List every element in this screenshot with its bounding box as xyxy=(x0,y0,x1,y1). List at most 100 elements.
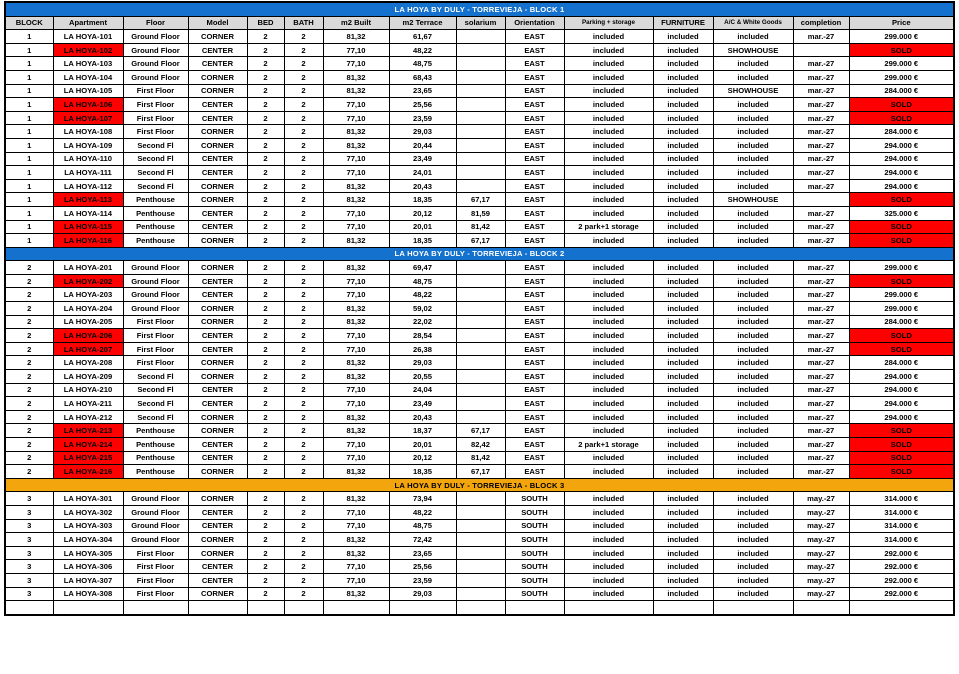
cell-block: 3 xyxy=(4,572,54,588)
cell-m2-terrace: 61,67 xyxy=(388,29,457,44)
cell-orientation: EAST xyxy=(504,69,565,85)
cell-price: 299.000 € xyxy=(848,56,955,71)
cell-orientation: EAST xyxy=(504,205,565,221)
cell-furniture: included xyxy=(652,423,714,438)
cell-price: 299.000 € xyxy=(848,29,955,44)
cell-orientation: EAST xyxy=(504,382,565,398)
unit-row: 1 LA HOYA-102 Ground Floor CENTER 2 2 77,10 48,… xyxy=(4,42,955,58)
cell-apartment: LA HOYA-215 xyxy=(52,450,124,466)
cell-apartment: LA HOYA-216 xyxy=(52,464,124,479)
cell-furniture: included xyxy=(652,69,714,85)
cell-orientation: EAST xyxy=(504,328,565,343)
cell-model: CENTER xyxy=(187,165,248,180)
cell-ac-white-goods: included xyxy=(712,450,794,466)
cell-m2-built: 77,10 xyxy=(322,42,390,58)
cell-bath: 2 xyxy=(283,273,324,289)
cell-apartment: LA HOYA-213 xyxy=(52,423,124,438)
cell-orientation: EAST xyxy=(504,437,565,452)
cell-solarium xyxy=(455,491,506,506)
cell-bed: 2 xyxy=(246,260,285,275)
cell-model: CORNER xyxy=(187,491,248,506)
cell-ac-white-goods: included xyxy=(712,355,794,371)
cell-furniture: included xyxy=(652,559,714,574)
cell-price: 299.000 € xyxy=(848,301,955,316)
cell-completion: mar.-27 xyxy=(792,151,850,167)
cell-block: 2 xyxy=(4,464,54,479)
cell-bed: 2 xyxy=(246,83,285,99)
cell-bed: 2 xyxy=(246,97,285,112)
cell-parking-storage: included xyxy=(563,205,654,221)
cell-orientation: SOUTH xyxy=(504,586,565,602)
cell-furniture: included xyxy=(652,314,714,330)
cell-furniture: included xyxy=(652,97,714,112)
cell-completion xyxy=(792,42,850,58)
cell-price: SOLD xyxy=(848,42,955,58)
cell-solarium xyxy=(455,287,506,303)
cell-block: 3 xyxy=(4,532,54,547)
cell-model: CORNER xyxy=(187,369,248,384)
cell-parking-storage: included xyxy=(563,409,654,425)
cell-block: 2 xyxy=(4,437,54,452)
cell-price: SOLD xyxy=(848,97,955,112)
cell-block: 2 xyxy=(4,355,54,371)
cell-bed: 2 xyxy=(246,165,285,180)
cell-apartment: LA HOYA-212 xyxy=(52,409,124,425)
cell-model: CORNER xyxy=(187,29,248,44)
cell-price: 314.000 € xyxy=(848,504,955,520)
unit-row: 3 LA HOYA-304 Ground Floor CORNER 2 2 81,32 72,… xyxy=(4,532,955,547)
cell-model: CENTER xyxy=(187,559,248,574)
cell-bath: 2 xyxy=(283,165,324,180)
cell-ac-white-goods: included xyxy=(712,586,794,602)
cell-completion: mar.-27 xyxy=(792,464,850,479)
cell-m2-built: 77,10 xyxy=(322,56,390,71)
cell-block: 3 xyxy=(4,586,54,602)
cell-m2-terrace: 69,47 xyxy=(388,260,457,275)
cell-ac-white-goods: included xyxy=(712,205,794,221)
cell-ac-white-goods: included xyxy=(712,491,794,506)
column-header-floor: Floor xyxy=(122,15,189,31)
cell-ac-white-goods: included xyxy=(712,219,794,235)
cell-solarium xyxy=(455,328,506,343)
cell-parking-storage: included xyxy=(563,328,654,343)
cell-floor: First Floor xyxy=(122,124,189,139)
cell-m2-built: 77,10 xyxy=(322,97,390,112)
cell-completion: mar.-27 xyxy=(792,396,850,411)
cell-parking-storage: included xyxy=(563,341,654,357)
column-header-parking-storage: Parking + storage xyxy=(563,15,654,31)
cell-bath: 2 xyxy=(283,314,324,330)
cell-floor: Penthouse xyxy=(122,205,189,221)
cell-furniture: included xyxy=(652,355,714,371)
unit-row: 2 LA HOYA-211 Second Fl CENTER 2 2 77,10 23,49 E… xyxy=(4,396,955,411)
unit-row: 2 LA HOYA-214 Penthouse CENTER 2 2 77,10 20,01 8… xyxy=(4,437,955,452)
cell-furniture: included xyxy=(652,56,714,71)
cell-model: CENTER xyxy=(187,56,248,71)
cell-block: 1 xyxy=(4,165,54,180)
cell-model: CENTER xyxy=(187,518,248,534)
cell-model: CORNER xyxy=(187,532,248,547)
cell-parking-storage: included xyxy=(563,504,654,520)
cell-orientation: EAST xyxy=(504,56,565,71)
cell-orientation: EAST xyxy=(504,192,565,207)
cell-furniture: included xyxy=(652,137,714,153)
cell-price: SOLD xyxy=(848,273,955,289)
cell-bath: 2 xyxy=(283,205,324,221)
cell-parking-storage: included xyxy=(563,464,654,479)
cell-completion: may.-27 xyxy=(792,518,850,534)
cell-ac-white-goods: included xyxy=(712,532,794,547)
cell-model: CENTER xyxy=(187,110,248,126)
empty-cell-m2-built xyxy=(322,600,390,616)
cell-furniture: included xyxy=(652,260,714,275)
cell-model: CENTER xyxy=(187,504,248,520)
cell-completion: mar.-27 xyxy=(792,165,850,180)
cell-bath: 2 xyxy=(283,423,324,438)
cell-bed: 2 xyxy=(246,219,285,235)
cell-model: CENTER xyxy=(187,97,248,112)
unit-row: 2 LA HOYA-209 Second Fl CORNER 2 2 81,32 20,55 E… xyxy=(4,369,955,384)
unit-row: 1 LA HOYA-104 Ground Floor CORNER 2 2 81,32 68,… xyxy=(4,69,955,85)
cell-furniture: included xyxy=(652,491,714,506)
cell-solarium: 81,42 xyxy=(455,450,506,466)
cell-orientation: SOUTH xyxy=(504,518,565,534)
cell-furniture: included xyxy=(652,341,714,357)
cell-apartment: LA HOYA-206 xyxy=(52,328,124,343)
cell-block: 1 xyxy=(4,97,54,112)
